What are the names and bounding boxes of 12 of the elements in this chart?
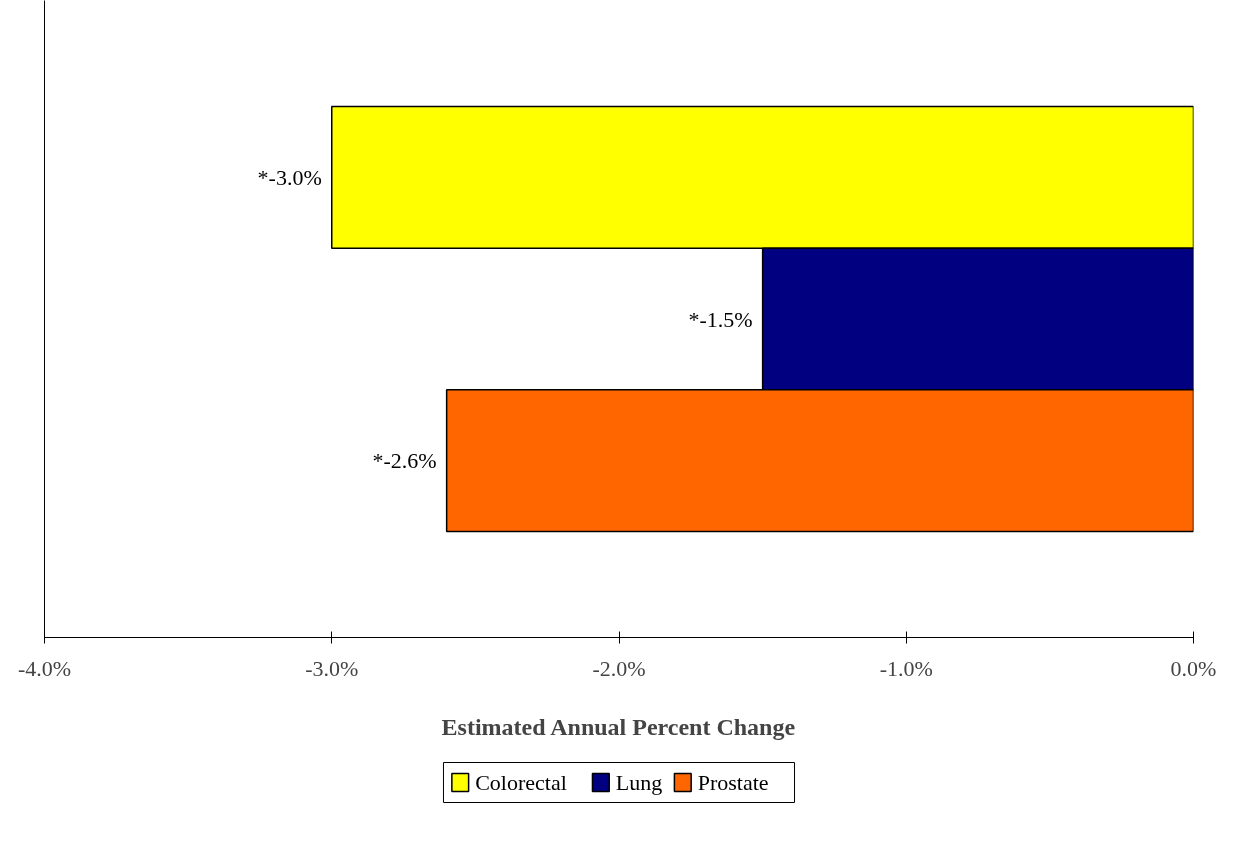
legend-label: Prostate xyxy=(697,770,769,795)
x-tick-label: -4.0% xyxy=(17,655,72,681)
data-label: *-3.0% xyxy=(257,164,322,190)
data-label: *-2.6% xyxy=(372,448,437,474)
legend-label: Colorectal xyxy=(475,770,567,795)
x-tick-label: -1.0% xyxy=(879,655,933,681)
x-tick-label: -3.0% xyxy=(305,655,359,681)
x-axis-title: Estimated Annual Percent Change xyxy=(441,713,796,740)
x-tick-label: -2.0% xyxy=(592,655,646,681)
data-label: *-1.5% xyxy=(688,306,753,332)
legend-label: Lung xyxy=(615,770,663,795)
x-tick-label: 0.0% xyxy=(1170,655,1217,681)
